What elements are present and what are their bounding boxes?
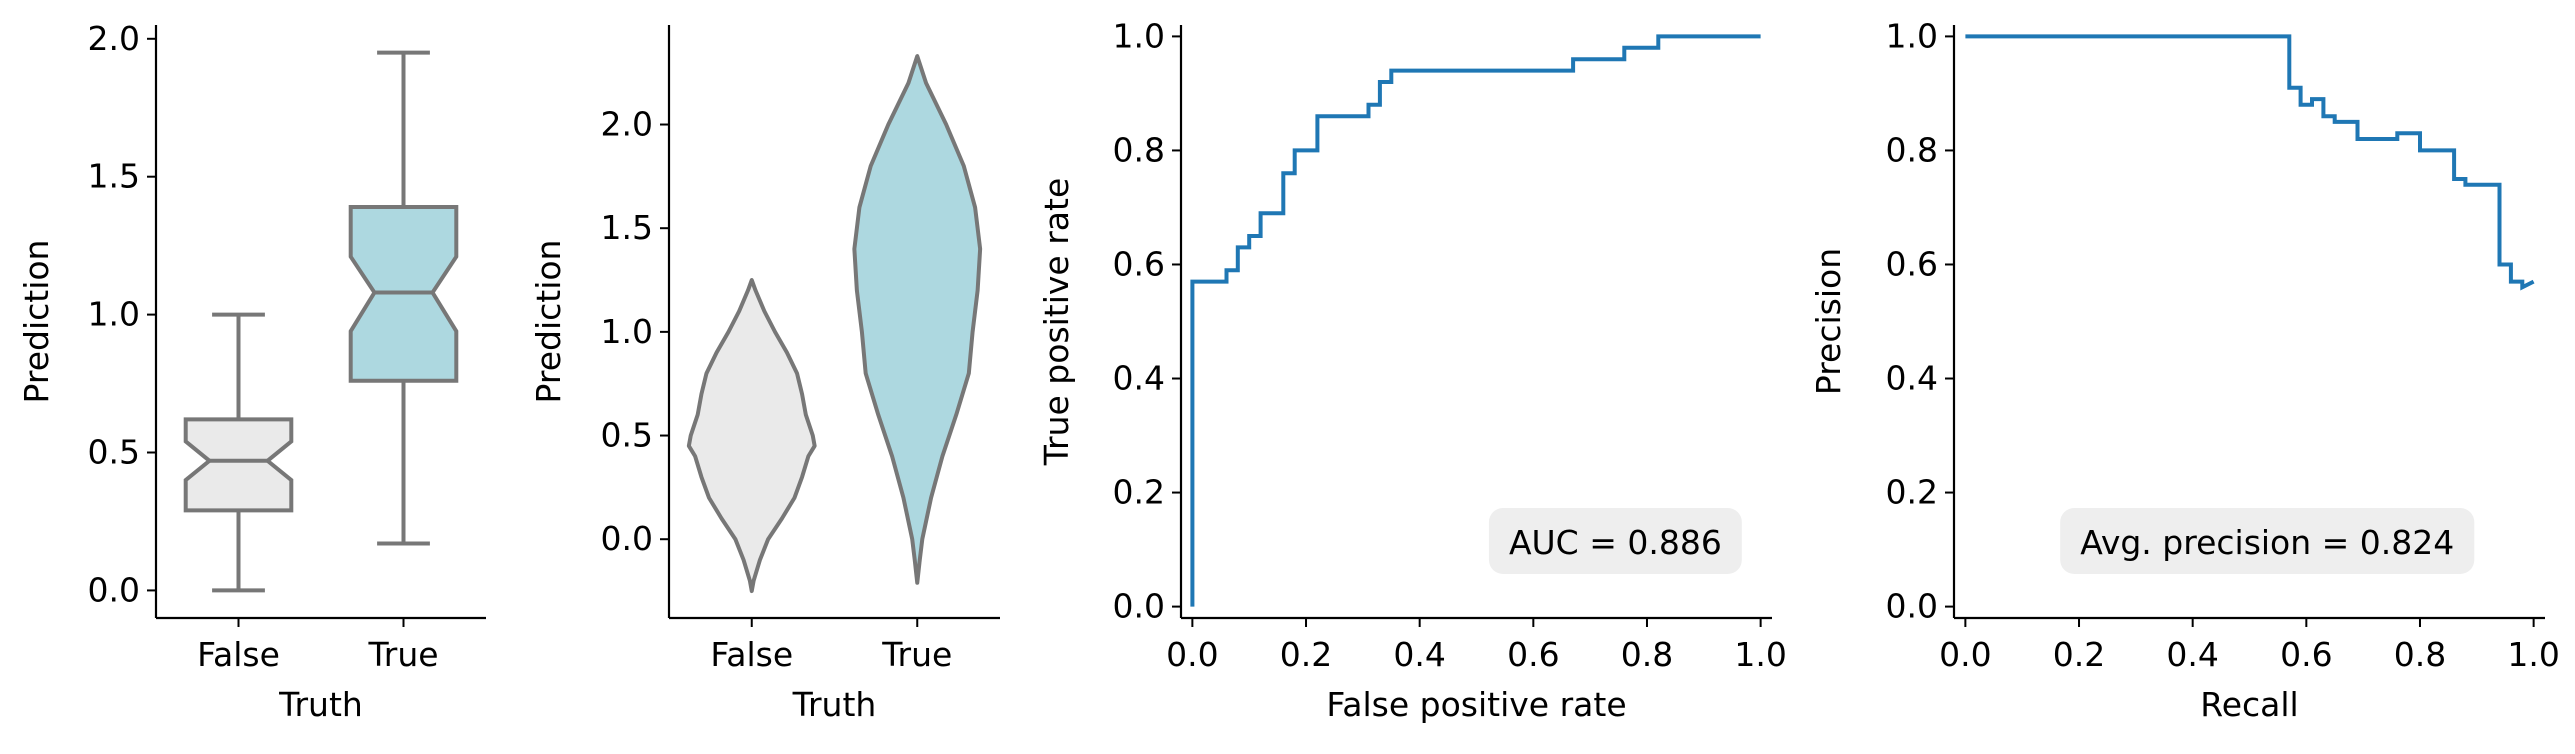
y-tick-label: 0.0 bbox=[1113, 587, 1165, 626]
violin-y-axis-label: Prediction bbox=[529, 240, 568, 404]
violin-false bbox=[686, 278, 817, 594]
boxplot-x-axis-label: Truth bbox=[278, 685, 363, 724]
x-tick-label: False bbox=[197, 635, 280, 674]
x-tick-label: 0.0 bbox=[1166, 635, 1218, 674]
y-tick-label: 0.2 bbox=[1113, 473, 1165, 512]
x-tick-label: 0.8 bbox=[2394, 635, 2446, 674]
boxplot-y-axis-label: Prediction bbox=[17, 240, 56, 404]
y-tick-label: 0.2 bbox=[1886, 473, 1938, 512]
auc-annotation-box bbox=[1488, 508, 1742, 574]
x-tick-label: 0.6 bbox=[1507, 635, 1559, 674]
x-tick-label: 0.0 bbox=[1939, 635, 1991, 674]
x-tick-label: 0.4 bbox=[2166, 635, 2218, 674]
y-tick-label: 1.5 bbox=[601, 208, 653, 247]
y-tick-label: 0.0 bbox=[1886, 587, 1938, 626]
box-false bbox=[183, 312, 294, 593]
y-tick-label: 0.8 bbox=[1886, 130, 1938, 169]
pr-marks bbox=[1965, 34, 2535, 291]
roc-y-axis-label: True positive rate bbox=[1037, 178, 1076, 467]
auc-annotation: AUC = 0.886 bbox=[1509, 523, 1722, 562]
box-true bbox=[348, 50, 459, 546]
pr-panel: 0.0 0.2 0.4 0.6 0.8 1.0 0.0 0.2 0.4 0.6 0.8 1.0 Av… bbox=[1809, 16, 2560, 724]
x-tick-label: 0.6 bbox=[2280, 635, 2332, 674]
y-tick-label: 1.0 bbox=[1886, 16, 1938, 55]
violin-true bbox=[852, 54, 983, 585]
y-tick-label: 0.5 bbox=[601, 416, 653, 455]
y-tick-label: 0.5 bbox=[88, 433, 140, 472]
y-tick-label: 2.0 bbox=[88, 19, 140, 58]
x-tick-label: True bbox=[367, 635, 438, 674]
pr-y-ticks: 0.0 0.2 0.4 0.6 0.8 1.0 bbox=[1886, 16, 1954, 626]
y-tick-label: 1.5 bbox=[88, 157, 140, 196]
x-tick-label: False bbox=[710, 635, 793, 674]
pr-y-axis-label: Precision bbox=[1809, 248, 1848, 395]
x-tick-label: 1.0 bbox=[1734, 635, 1786, 674]
y-tick-label: 0.6 bbox=[1886, 244, 1938, 283]
pr-curve bbox=[1965, 34, 2535, 291]
violin-y-ticks: 0.0 0.5 1.0 1.5 2.0 bbox=[601, 105, 669, 558]
y-tick-label: 1.0 bbox=[601, 312, 653, 351]
roc-marks bbox=[1190, 34, 1761, 607]
boxplot-y-ticks: 0.0 0.5 1.0 1.5 2.0 bbox=[88, 19, 156, 609]
violin-x-ticks: False True bbox=[710, 618, 952, 674]
boxplot-x-ticks: False True bbox=[197, 618, 439, 674]
boxplot-marks bbox=[183, 50, 459, 593]
y-tick-label: 0.4 bbox=[1886, 359, 1938, 398]
roc-y-ticks: 0.0 0.2 0.4 0.6 0.8 1.0 bbox=[1113, 16, 1181, 626]
x-tick-label: True bbox=[881, 635, 952, 674]
pr-x-ticks: 0.0 0.2 0.4 0.6 0.8 1.0 bbox=[1939, 618, 2560, 674]
y-tick-label: 1.0 bbox=[1113, 16, 1165, 55]
y-tick-label: 0.0 bbox=[601, 519, 653, 558]
x-tick-label: 0.2 bbox=[1280, 635, 1332, 674]
avg-precision-annotation-box bbox=[2060, 508, 2475, 574]
x-tick-label: 0.4 bbox=[1393, 635, 1445, 674]
roc-x-ticks: 0.0 0.2 0.4 0.6 0.8 1.0 bbox=[1166, 618, 1787, 674]
y-tick-label: 0.8 bbox=[1113, 130, 1165, 169]
violin-panel: 0.0 0.5 1.0 1.5 2.0 False True Truth Predicti… bbox=[529, 25, 1000, 724]
roc-panel: 0.0 0.2 0.4 0.6 0.8 1.0 0.0 0.2 0.4 0.6 0.8 1.0 AU… bbox=[1037, 16, 1787, 724]
x-tick-label: 0.2 bbox=[2053, 635, 2105, 674]
roc-curve bbox=[1190, 34, 1761, 607]
y-tick-label: 2.0 bbox=[601, 105, 653, 144]
boxplot-panel: 0.0 0.5 1.0 1.5 2.0 False True Truth Predicti… bbox=[17, 19, 486, 724]
roc-x-axis-label: False positive rate bbox=[1326, 685, 1626, 724]
notched-box bbox=[183, 417, 294, 513]
y-tick-label: 0.4 bbox=[1113, 359, 1165, 398]
pr-x-axis-label: Recall bbox=[2200, 685, 2298, 724]
x-tick-label: 0.8 bbox=[1621, 635, 1673, 674]
y-tick-label: 1.0 bbox=[88, 295, 140, 334]
y-tick-label: 0.0 bbox=[88, 570, 140, 609]
y-tick-label: 0.6 bbox=[1113, 244, 1165, 283]
x-tick-label: 1.0 bbox=[2507, 635, 2559, 674]
violin-marks bbox=[686, 54, 983, 594]
avg-precision-annotation: Avg. precision = 0.824 bbox=[2080, 523, 2454, 562]
violin-x-axis-label: Truth bbox=[792, 685, 877, 724]
